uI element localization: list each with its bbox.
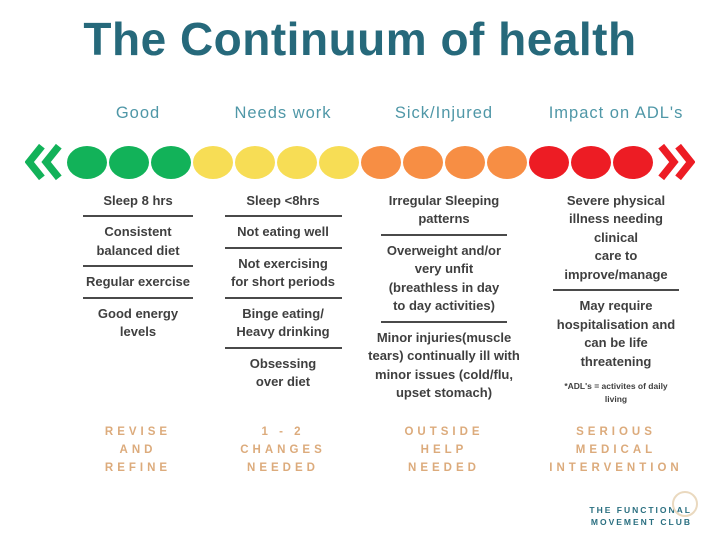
item-divider	[224, 296, 342, 299]
green-dot	[67, 145, 107, 179]
column-item: Minor injuries(muscle tears) continually…	[368, 329, 520, 401]
action-label-outside-help: OUTSIDE HELP NEEDED	[358, 424, 530, 477]
action-label-line: CHANGES	[240, 443, 326, 456]
brand-logo-line2: MOVEMENT CLUB	[590, 517, 692, 528]
double-chevron-right-icon	[658, 143, 695, 181]
action-label-line: HELP	[420, 443, 468, 456]
action-label-line: NEEDED	[247, 461, 319, 474]
orange-dot	[361, 145, 401, 179]
column-item: Regular exercise	[85, 274, 191, 290]
item-divider	[224, 346, 342, 349]
page-title: The Continuum of health	[83, 13, 637, 65]
yellow-dot	[235, 145, 275, 179]
action-label-line: SERIOUS	[576, 426, 656, 438]
action-label-line: AND	[119, 443, 157, 456]
scale-dots	[67, 145, 653, 179]
item-divider	[83, 296, 193, 299]
action-label-line: REVISE	[104, 426, 172, 438]
brand-circle-icon	[672, 491, 698, 518]
action-label-line: 1 - 2	[261, 426, 305, 438]
item-divider	[381, 233, 507, 236]
column-item: Sleep <8hrs	[246, 193, 320, 208]
column-needs-work: Sleep <8hrs Not eating well Not exercising…	[208, 190, 358, 406]
column-item: Irregular Sleeping patterns	[388, 193, 500, 227]
red-dot	[613, 145, 653, 179]
action-label-line: OUTSIDE	[404, 426, 484, 438]
category-headers: Good Needs work Sick/Injured Impact on A…	[68, 104, 702, 123]
column-good: Sleep 8 hrs Consistent balanced diet Regul…	[68, 190, 208, 406]
category-header-sick-injured: Sick/Injured	[394, 104, 494, 122]
action-labels: REVISE AND REFINE 1 - 2 CHANGES NEEDED OUTSI…	[68, 424, 702, 477]
column-item: Not eating well	[237, 224, 329, 240]
action-label-changes-needed: 1 - 2 CHANGES NEEDED	[208, 424, 358, 477]
column-impact-adls: Severe physical illness needing clinical…	[530, 190, 702, 406]
column-sick-injured: Irregular Sleeping patterns Overweight an…	[358, 190, 530, 406]
detail-columns: Sleep 8 hrs Consistent balanced diet Regul…	[68, 190, 702, 406]
yellow-dot	[193, 145, 233, 179]
brand-logo: THE FUNCTIONAL MOVEMENT CLUB	[589, 491, 698, 529]
item-divider	[553, 289, 679, 292]
action-label-line: NEEDED	[408, 461, 480, 474]
category-header-good: Good	[115, 104, 161, 122]
category-header-needs-work: Needs work	[234, 104, 332, 122]
continuum-scale	[0, 143, 720, 181]
item-divider	[224, 215, 342, 218]
action-label-line: MEDICAL	[575, 443, 657, 456]
column-item: Not exercising for short periods	[230, 255, 335, 290]
column-item: May require hospitalisation and can be l…	[556, 298, 676, 369]
brand-logo-line1: THE FUNCTIONAL	[589, 505, 692, 516]
red-dot	[571, 145, 611, 179]
column-item: Obsessing over diet	[249, 355, 317, 390]
item-divider	[381, 320, 507, 323]
action-label-line: REFINE	[104, 461, 172, 474]
yellow-dot	[277, 145, 317, 179]
action-label-line: INTERVENTION	[549, 461, 683, 474]
green-dot	[151, 145, 191, 179]
green-dot	[109, 145, 149, 179]
category-header-impact-adls: Impact on ADL's	[548, 104, 684, 122]
item-divider	[83, 215, 193, 218]
column-item: Sleep 8 hrs	[103, 193, 173, 208]
action-label-medical-intervention: SERIOUS MEDICAL INTERVENTION	[530, 424, 702, 477]
column-item: Consistent balanced diet	[96, 224, 180, 258]
column-item: Overweight and/or very unfit (breathless…	[386, 242, 502, 314]
column-item: Good energy levels	[97, 305, 179, 340]
orange-dot	[487, 145, 527, 179]
yellow-dot	[319, 145, 359, 179]
item-divider	[224, 246, 342, 249]
adl-footnote: *ADL's = activites of daily living	[564, 381, 668, 404]
orange-dot	[403, 145, 443, 179]
column-item: Binge eating/ Heavy drinking	[236, 305, 330, 340]
column-item: Severe physical illness needing clinical…	[564, 193, 668, 282]
action-label-revise-and-refine: REVISE AND REFINE	[68, 424, 208, 477]
orange-dot	[445, 145, 485, 179]
red-dot	[529, 145, 569, 179]
item-divider	[83, 265, 193, 268]
double-chevron-left-icon	[25, 143, 62, 181]
